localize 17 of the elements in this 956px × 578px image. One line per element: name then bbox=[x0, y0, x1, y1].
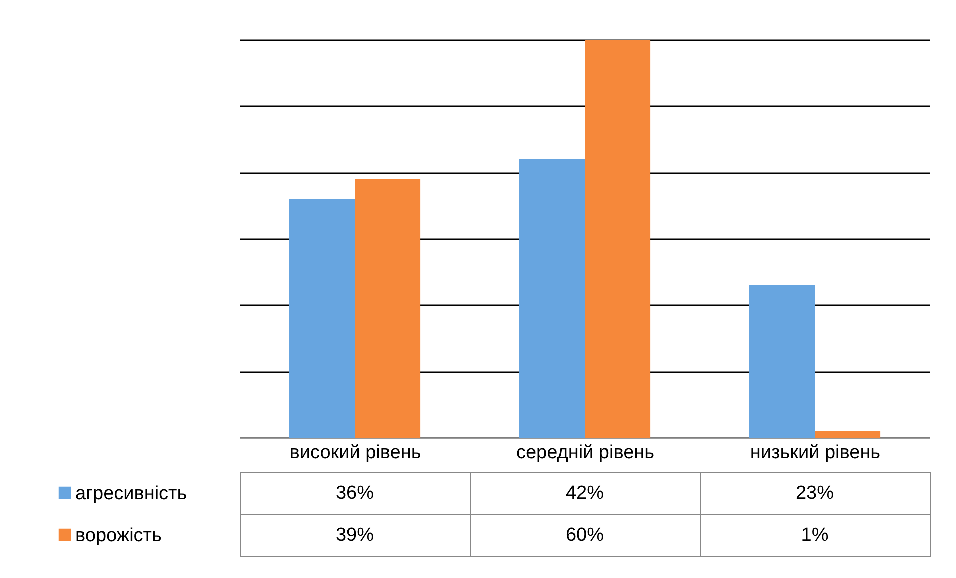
x-tick-label: низький рівень bbox=[750, 442, 881, 464]
data-label: 60% bbox=[566, 525, 604, 546]
bar bbox=[585, 40, 651, 438]
x-tick-label: середній рівень bbox=[516, 442, 655, 464]
bar bbox=[815, 431, 881, 438]
legend-label: ворожість bbox=[76, 526, 162, 546]
bar bbox=[519, 159, 585, 438]
data-label: 23% bbox=[796, 483, 834, 504]
data-label: 1% bbox=[801, 525, 829, 546]
data-label: 42% bbox=[566, 483, 604, 504]
legend-label: агресивність bbox=[76, 484, 188, 504]
bar bbox=[289, 199, 355, 438]
bar bbox=[749, 285, 815, 438]
data-label: 36% bbox=[336, 483, 374, 504]
bar bbox=[355, 179, 421, 438]
data-label: 39% bbox=[336, 525, 374, 546]
x-tick-label: високий рівень bbox=[290, 442, 422, 464]
